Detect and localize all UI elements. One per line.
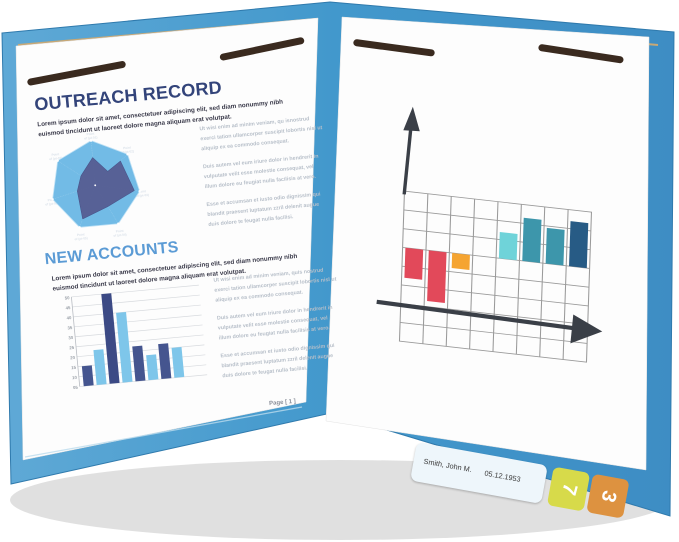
svg-text:25: 25 (69, 345, 75, 350)
svg-text:10: 10 (72, 375, 78, 380)
svg-text:of (pt-05): of (pt-05) (74, 236, 88, 241)
svg-text:30: 30 (68, 335, 74, 340)
svg-text:05: 05 (73, 385, 79, 390)
svg-text:40: 40 (66, 315, 72, 320)
svg-text:50: 50 (64, 295, 70, 300)
svg-text:45: 45 (65, 305, 71, 310)
svg-text:35: 35 (67, 325, 73, 330)
svg-text:20: 20 (70, 355, 76, 360)
svg-text:15: 15 (71, 365, 77, 370)
svg-text:of (pt-04): of (pt-04) (113, 232, 127, 237)
